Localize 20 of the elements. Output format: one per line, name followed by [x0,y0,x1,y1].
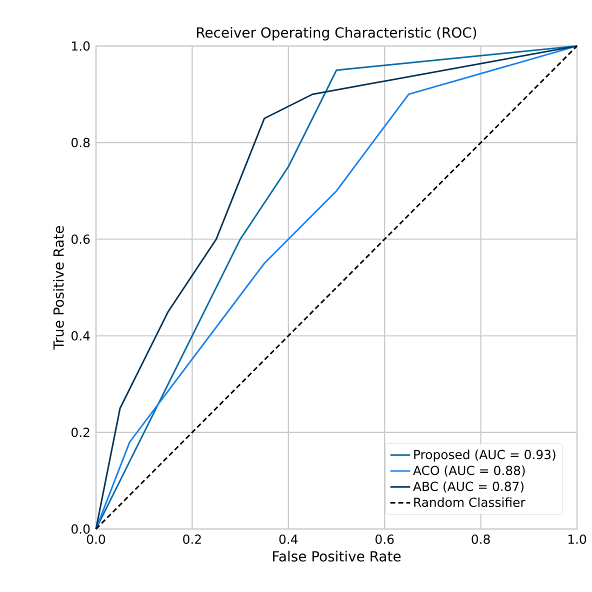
x-tick-label: 0.6 [376,534,394,544]
x-tick-label: 0.8 [472,534,490,544]
y-tick-label: 1.0 [72,41,90,51]
line-series [95,45,578,530]
legend-label: ABC (AUC = 0.87) [413,481,524,493]
legend-label: Random Classifier [414,497,526,508]
x-tick-label: 1.0 [568,534,586,544]
chart-title: Receiver Operating Characteristic (ROC) [197,26,476,40]
y-tick-label: 0.6 [72,234,90,244]
legend-label: Proposed (AUC = 0.93) [414,450,556,462]
x-tick-label: 0.0 [86,534,106,544]
y-axis-title: True Positive Rate [53,226,64,350]
y-tick-label: 0.8 [72,138,90,148]
y-tick-label: 0.0 [72,524,90,534]
x-tick-label: 0.2 [183,534,201,544]
x-tick-label: 0.4 [279,534,298,544]
y-tick-label: 0.4 [72,331,90,340]
legend-label: ACO (AUC = 0.88) [413,466,525,477]
y-tick-label: 0.2 [72,428,90,438]
x-axis-title: False Positive Rate [273,550,401,562]
